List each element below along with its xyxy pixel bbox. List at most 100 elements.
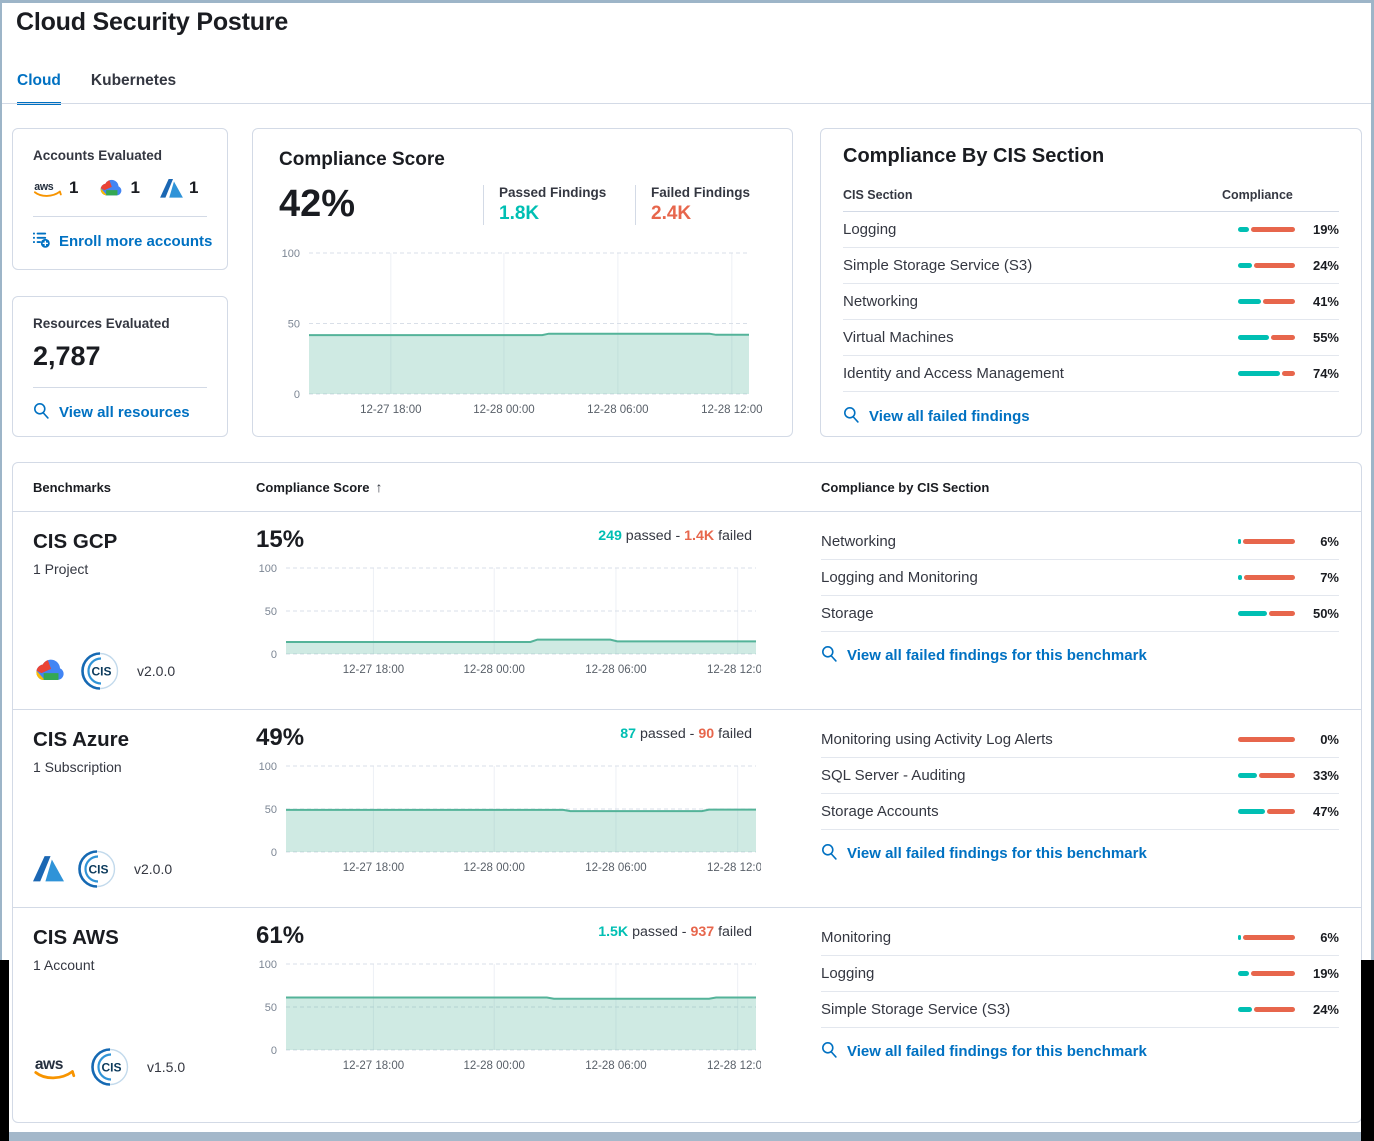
svg-text:12-28 00:00: 12-28 00:00 [473,404,534,415]
view-benchmark-failed-findings-link[interactable]: View all failed findings for this benchm… [821,645,1147,666]
cis-section-row: Simple Storage Service (S3) 24% [843,248,1339,284]
benchmark-sections-cell: Monitoring using Activity Log Alerts 0% … [804,710,1361,907]
benchmark-sections-cell: Networking 6% Logging and Monitoring 7% … [804,512,1361,709]
compliance-bar [1238,737,1295,742]
provider-gcp: 1 [98,178,140,199]
view-benchmark-failed-findings-link[interactable]: View all failed findings for this benchm… [821,1041,1147,1062]
benchmark-version: v2.0.0 [134,861,173,877]
benchmark-score-cell: 49% 87 passed - 90 failed 0 50 100 12-27 18… [256,710,804,907]
svg-text:12-28 12:00: 12-28 12:00 [707,664,761,676]
accounts-evaluated-title: Accounts Evaluated [33,148,163,163]
benchmark-score-value: 61% [256,922,305,949]
benchmark-subtitle: 1 Project [33,561,89,577]
cis-section-percent: 6% [1320,534,1339,549]
compliance-bar [1238,263,1295,268]
cis-section-label: Storage Accounts [821,803,939,820]
cis-section-percent: 24% [1312,1002,1339,1017]
benchmark-subtitle: 1 Account [33,957,95,973]
cis-section-percent: 7% [1320,570,1339,585]
svg-text:12-28 06:00: 12-28 06:00 [585,664,646,676]
svg-text:100: 100 [259,563,277,575]
view-all-resources-link[interactable]: View all resources [33,402,190,423]
svg-text:aws: aws [34,180,54,192]
cis-section-row: SQL Server - Auditing 33% [821,758,1339,794]
compliance-bar [1238,227,1295,232]
passed-findings-value: 1.8K [499,203,540,224]
benchmark-trend-chart: 0 50 100 12-27 18:00 12-28 00:00 12-28 06:00 1… [259,761,761,874]
svg-text:12-28 06:00: 12-28 06:00 [585,1060,646,1072]
page-title: Cloud Security Posture [16,8,289,36]
cis-section-row: Logging 19% [843,212,1339,248]
tab-divider [0,103,1374,104]
cis-section-row: Logging 19% [821,956,1339,992]
cis-section-label: Virtual Machines [843,329,954,346]
svg-text:12-27 18:00: 12-27 18:00 [360,404,421,415]
cis-section-row: Logging and Monitoring 7% [821,560,1339,596]
failed-count: 937 [690,924,715,940]
svg-text:12-28 06:00: 12-28 06:00 [587,404,648,415]
compliance-score-value: 42% [279,183,356,225]
passed-findings-block: Passed Findings 1.8K [483,185,635,225]
cis-section-label: Logging and Monitoring [821,569,978,586]
gcp-logo-icon [101,179,122,195]
svg-text:50: 50 [265,1002,277,1014]
aws-account-count: 1 [69,178,79,197]
cis-sections-column-header: Compliance by CIS Section [821,479,990,495]
azure-account-count: 1 [188,178,199,197]
benchmark-passed-failed: 1.5K passed - 937 failed [598,924,752,940]
azure-logo-icon [160,178,183,198]
enroll-more-accounts-link[interactable]: Enroll more accounts [33,231,212,252]
failed-findings-value: 2.4K [651,203,692,224]
benchmark-passed-failed: 87 passed - 90 failed [620,726,752,742]
benchmark-logos: aws CIS v1.5.0 [33,1047,185,1087]
cis-section-percent: 74% [1312,366,1339,381]
benchmark-info-cell: CIS GCP 1 Project CIS v2.0.0 [13,512,256,709]
cis-section-percent: 55% [1312,330,1339,345]
cis-section-percent: 50% [1312,606,1339,621]
compliance-score-column-header[interactable]: Compliance Score ↑ [256,479,383,495]
tab-kubernetes[interactable]: Kubernetes [90,72,177,89]
cis-section-label: Identity and Access Management [843,365,1064,382]
cis-section-row: Monitoring using Activity Log Alerts 0% [821,722,1339,758]
svg-text:CIS: CIS [101,1061,121,1075]
cis-section-label: Monitoring using Activity Log Alerts [821,731,1053,748]
view-all-failed-findings-link[interactable]: View all failed findings [843,406,1030,427]
provider-aws: aws 1 [33,178,78,198]
resources-evaluated-card: Resources Evaluated 2,787 View all resou… [12,296,228,437]
svg-text:0: 0 [271,649,277,661]
compliance-bar [1238,335,1295,340]
compliance-score-title: Compliance Score [279,149,445,170]
compliance-score-card: Compliance Score 42% Passed Findings 1.8… [252,128,793,437]
compliance-by-cis-section-card: Compliance By CIS Section CIS Section Co… [820,128,1362,437]
benchmark-info-cell: CIS Azure 1 Subscription CIS v2.0.0 [13,710,256,907]
cis-logo-icon: CIS [81,652,119,690]
svg-text:12-28 12:00: 12-28 12:00 [707,862,761,874]
cis-section-row: Monitoring 6% [821,920,1339,956]
benchmark-rows: CIS GCP 1 Project CIS v2.0.0 15% 249 pas… [13,512,1361,1105]
svg-text:12-28 00:00: 12-28 00:00 [464,1060,525,1072]
benchmark-name: CIS GCP [33,530,118,553]
svg-text:0: 0 [271,1045,277,1057]
compliance-bar [1238,371,1295,376]
view-benchmark-failed-findings-link[interactable]: View all failed findings for this benchm… [821,843,1147,864]
search-icon [821,843,838,864]
svg-text:100: 100 [259,959,277,971]
cis-section-label: Networking [821,533,897,550]
window-frame-bottom [0,1132,1374,1141]
tab-bar: Cloud Kubernetes [17,72,176,105]
benchmark-row-aws: CIS AWS 1 Account aws CIS v1.5.0 61% 1.5… [13,908,1361,1105]
tab-cloud[interactable]: Cloud [17,72,61,105]
cis-section-row: Storage Accounts 47% [821,794,1339,830]
cis-section-row: Storage 50% [821,596,1339,632]
search-icon [821,1041,838,1062]
cis-section-rows: Logging 19% Simple Storage Service (S3) … [843,212,1339,392]
svg-text:12-28 12:00: 12-28 12:00 [701,404,762,415]
benchmark-trend-chart: 0 50 100 12-27 18:00 12-28 00:00 12-28 06:00 1… [259,959,761,1072]
resources-evaluated-title: Resources Evaluated [33,316,170,331]
cis-section-column-header: CIS Section [843,188,913,202]
benchmark-version: v2.0.0 [137,663,176,679]
resources-evaluated-count: 2,787 [33,341,101,371]
svg-text:aws: aws [35,1056,64,1073]
